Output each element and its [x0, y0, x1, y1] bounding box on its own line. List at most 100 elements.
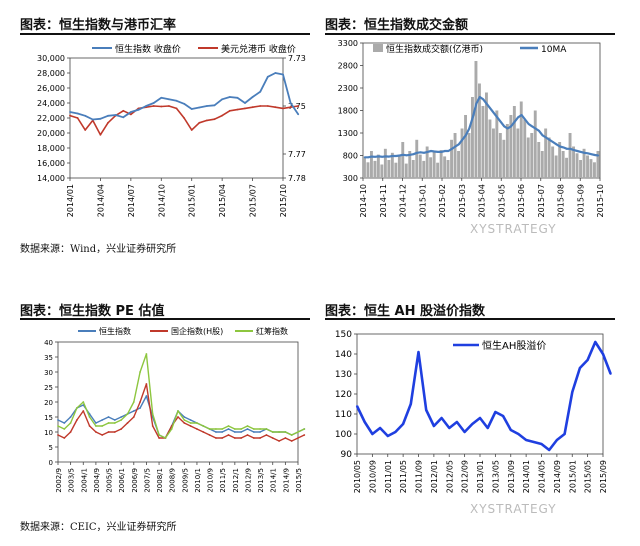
p2-ytick-label: 2800 [338, 62, 358, 71]
p2-point-ma [489, 107, 492, 110]
p3-point-hsi [246, 428, 249, 430]
p2-point-ma [416, 151, 418, 154]
p1-point-hsi [282, 73, 284, 76]
p1-point-usdhkd [76, 117, 79, 119]
p4-point-ah [548, 449, 551, 451]
p2-point-ma [492, 111, 495, 114]
p3-point-hshare [233, 437, 236, 439]
p2-point-ma [524, 118, 526, 121]
p3-point-redchip [95, 425, 97, 427]
p4-point-ah [386, 435, 389, 437]
p3-point-hshare [95, 431, 97, 433]
p3-point-hsi [252, 431, 255, 433]
p3-xtick-label: 2002/9 [55, 468, 63, 493]
p1-ytick-label: 20,000 [37, 129, 65, 138]
p1-point-hsi [266, 75, 269, 78]
p3-ytick-label: 25 [44, 384, 53, 392]
p1-point-usdhkd [107, 121, 109, 124]
p1-xtick-label: 2014/07 [127, 184, 136, 217]
p1-ytick-label: 7.73 [288, 54, 306, 63]
p1-point-hsi [213, 104, 216, 107]
p2-bar [565, 157, 568, 179]
p4-point-ah [609, 373, 612, 375]
p2-point-ma [482, 98, 485, 101]
p3-point-hshare [284, 437, 287, 439]
p3-point-hsi [183, 416, 186, 418]
p3-point-hshare [221, 437, 224, 439]
p1-point-usdhkd [213, 118, 216, 121]
p3-point-redchip [278, 431, 280, 433]
p3-point-hshare [278, 440, 280, 442]
panel2-rule [325, 33, 615, 35]
p1-point-usdhkd [190, 129, 193, 131]
p3-point-hshare [265, 434, 268, 436]
p2-bar [505, 124, 509, 178]
p1-point-hsi [289, 102, 292, 104]
p2-point-ma [454, 145, 457, 148]
p4-legend: 恒生AH股溢价 [453, 339, 546, 352]
p2-xtick-label: 2014-10 [359, 184, 368, 217]
p2-point-ma [583, 151, 586, 154]
p3-frame [57, 341, 299, 463]
p2-point-ma [534, 127, 537, 130]
p1-ytick-label: 26,000 [37, 84, 65, 93]
p2-xtick-label: 2015-01 [418, 184, 427, 217]
p2-bar [474, 61, 478, 178]
p2-point-ma [541, 134, 544, 137]
p2-xtick-label: 2015-02 [438, 184, 447, 217]
p3-point-hsi [69, 416, 72, 418]
p3-point-redchip [139, 371, 141, 373]
p1-point-hsi [168, 98, 170, 101]
p3-point-hshare [113, 431, 116, 433]
p3-point-hsi [132, 410, 135, 412]
p1-point-hsi [190, 108, 193, 110]
p4-point-ah [402, 423, 404, 425]
p1-ytick-label: 7.78 [288, 174, 306, 183]
p2-point-ma [520, 114, 523, 116]
p1-point-usdhkd [274, 106, 277, 109]
p1-ytick-label: 7.77 [288, 150, 306, 159]
p3-point-redchip [227, 425, 230, 427]
p2-point-ma [531, 125, 533, 128]
p2-point-ma [527, 123, 530, 125]
p2-point-ma [370, 155, 373, 158]
p2-point-ma [569, 147, 572, 150]
p3-point-redchip [132, 401, 135, 403]
p1-point-hsi [259, 90, 262, 93]
p2-xtick-label: 2015-05 [497, 184, 506, 217]
p4-xtick-label: 2015/09 [599, 460, 608, 493]
p2-bar [533, 110, 537, 178]
source-bottom: 数据来源：CEIC，兴业证券研究所 [20, 522, 177, 533]
p3-point-hshare [101, 434, 104, 436]
p3-point-hsi [215, 431, 217, 433]
p3-point-hshare [246, 434, 249, 436]
p3-point-redchip [63, 428, 66, 430]
p2-bar [366, 162, 370, 179]
p3-point-redchip [265, 428, 268, 430]
p3-ytick-label: 15 [44, 414, 53, 422]
p1-legend-hsi: 恒生指数 收盘价 [115, 43, 181, 55]
p4-point-ah [563, 433, 566, 435]
p1-point-hsi [274, 72, 277, 74]
p3-xtick-label: 2014/1 [270, 468, 278, 493]
p4-point-ah [471, 423, 474, 425]
p2-point-ma [384, 155, 387, 158]
p4-point-ah [525, 439, 527, 441]
p1-point-hsi [251, 96, 254, 98]
p4-xtick-label: 2012/09 [461, 460, 470, 493]
p3-point-redchip [297, 431, 299, 433]
p3-point-redchip [221, 428, 224, 430]
p3-point-redchip [76, 407, 78, 409]
p2-ytick-label: 800 [343, 152, 358, 161]
p3-plot: 0 5 10 15 20 25 30 35 40 2002/9 2003/5 2004/1 2004/9… [44, 339, 306, 493]
p2-bar [404, 163, 408, 178]
p3-point-redchip [82, 401, 85, 403]
p1-xtick-label: 2015/10 [279, 184, 288, 217]
p3-point-hshare [183, 422, 186, 424]
p1-point-hsi [175, 99, 178, 102]
p2-point-ma [576, 150, 579, 152]
p3-point-hsi [145, 395, 148, 397]
p1-point-hsi [91, 118, 94, 121]
p1-point-usdhkd [251, 106, 254, 109]
p2-ytick-label: 3300 [338, 39, 358, 48]
